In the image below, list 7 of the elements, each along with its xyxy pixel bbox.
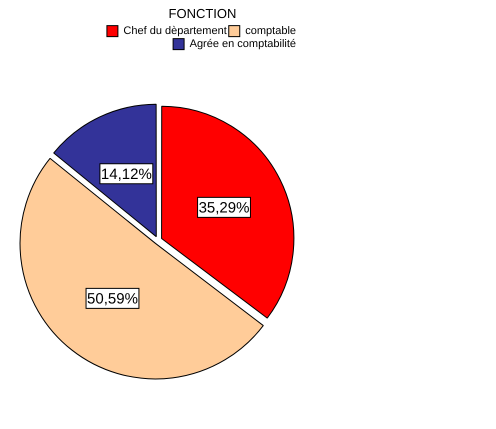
legend-label: Agrée en comptabilité xyxy=(190,38,296,50)
data-label: 35,29% xyxy=(198,200,250,217)
legend-title: FONCTION xyxy=(168,6,236,22)
legend-label: comptable xyxy=(245,25,296,38)
data-label: 50,59% xyxy=(87,290,138,308)
legend-label: Chef du dèpartement xyxy=(123,25,227,38)
data-label: 14,12% xyxy=(100,166,152,183)
